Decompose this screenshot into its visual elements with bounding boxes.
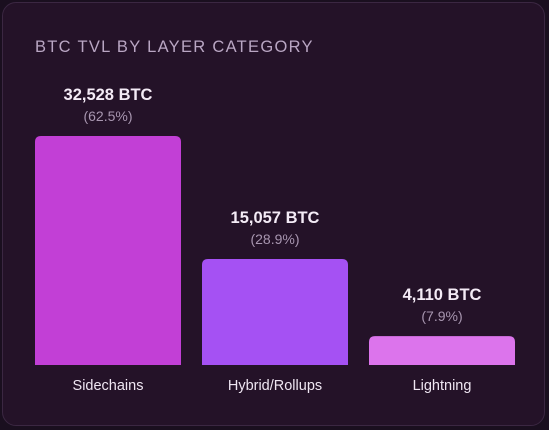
- category-label-lightning: Lightning: [413, 378, 472, 394]
- category-label-sidechains: Sidechains: [73, 378, 144, 394]
- bar-hybrid-rollups: [202, 258, 348, 365]
- category-label-hybrid-rollups: Hybrid/Rollups: [228, 378, 322, 394]
- bar-chart: 32,528 BTC (62.5%) Sidechains 15,057 BTC (28…: [35, 86, 515, 394]
- chart-title: BTC TVL BY LAYER CATEGORY: [35, 38, 314, 56]
- percent-label-hybrid-rollups: (28.9%): [250, 231, 299, 247]
- value-label-hybrid-rollups: 15,057 BTC: [231, 209, 320, 227]
- value-label-lightning: 4,110 BTC: [403, 286, 482, 304]
- percent-label-sidechains: (62.5%): [83, 108, 132, 124]
- percent-label-lightning: (7.9%): [421, 308, 462, 324]
- bar-lightning: [369, 336, 515, 365]
- bar-sidechains: [35, 136, 181, 365]
- value-label-sidechains: 32,528 BTC: [64, 86, 153, 104]
- chart-card: BTC TVL BY LAYER CATEGORY 32,528 BTC (62.…: [2, 2, 545, 426]
